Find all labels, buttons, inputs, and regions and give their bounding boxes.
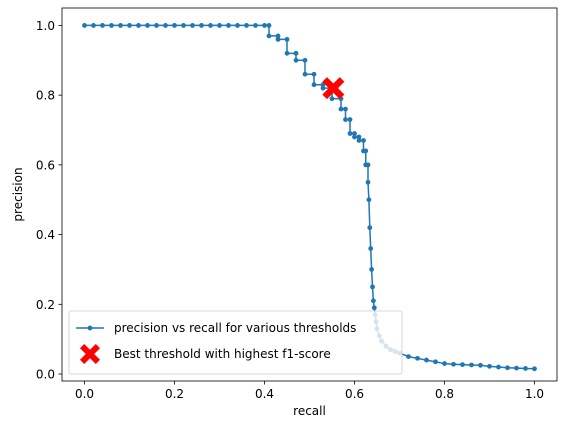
series-point — [118, 23, 123, 28]
series-point — [347, 117, 353, 122]
series-point — [433, 359, 438, 365]
series-point — [181, 23, 186, 28]
x-tick-label: 0.6 — [345, 387, 364, 401]
series-point — [199, 23, 204, 28]
series-point — [442, 361, 447, 366]
series-point — [275, 36, 281, 42]
series-point — [226, 23, 231, 28]
x-axis-ticks: 0.0 0.2 0.4 0.6 0.8 1.0 — [75, 381, 544, 401]
series-point — [217, 23, 222, 28]
series-point — [311, 82, 317, 88]
series-point — [154, 23, 159, 28]
legend-x-marker-swatch — [80, 344, 100, 364]
series-point — [293, 57, 299, 63]
series-point — [356, 138, 362, 143]
series-point — [100, 23, 105, 28]
series-point — [369, 267, 374, 272]
series-point — [505, 365, 510, 371]
series-point — [361, 138, 366, 143]
series-point — [266, 23, 272, 28]
series-point — [366, 197, 372, 203]
series-point — [109, 23, 114, 28]
series-point — [136, 23, 141, 28]
series-point — [82, 23, 87, 28]
y-tick-label: 0.6 — [36, 158, 55, 172]
series-point — [293, 50, 299, 56]
series-point — [451, 361, 456, 367]
y-tick-label: 1.0 — [36, 19, 55, 33]
series-point — [460, 362, 465, 368]
y-tick-label: 0.2 — [36, 298, 55, 312]
y-axis-ticks: 0.0 0.2 0.4 0.6 0.8 1.0 — [36, 19, 62, 382]
series-point — [302, 57, 308, 63]
series-point — [365, 162, 371, 168]
series-point — [302, 71, 308, 77]
series-point — [478, 362, 483, 368]
series-point — [523, 366, 528, 371]
series-point — [424, 357, 429, 363]
legend: precision vs recall for various threshol… — [68, 310, 403, 375]
axes-frame — [61, 7, 558, 382]
series-point — [370, 284, 375, 290]
y-tick-label: 0.0 — [36, 368, 55, 382]
x-tick-label: 0.4 — [255, 387, 274, 401]
series-point — [367, 225, 373, 231]
series-point — [371, 298, 376, 304]
series-point — [329, 96, 335, 102]
series-point — [487, 363, 492, 369]
legend-box — [68, 310, 403, 375]
series-point — [352, 134, 357, 140]
series-point — [343, 117, 348, 122]
series-point — [406, 354, 411, 359]
series-point — [284, 36, 290, 42]
series-point — [469, 362, 474, 368]
series-point — [208, 23, 213, 28]
series-point — [266, 33, 272, 39]
series-point — [415, 355, 420, 361]
series-point — [356, 134, 362, 140]
plot-area — [82, 23, 537, 372]
series-point — [496, 364, 501, 370]
series-point — [532, 366, 537, 372]
series-point — [365, 179, 371, 185]
series-point — [163, 23, 168, 28]
series-point — [368, 246, 374, 251]
legend-entry-best: Best threshold with highest f1-score — [114, 347, 331, 361]
y-tick-label: 0.4 — [36, 228, 55, 242]
x-tick-label: 0.2 — [165, 387, 184, 401]
series-point — [338, 106, 344, 112]
series-point — [172, 23, 177, 28]
best-threshold-marker — [322, 77, 345, 100]
series-point — [262, 23, 267, 28]
series-point — [253, 23, 258, 28]
legend-dot-swatch — [87, 325, 93, 331]
y-axis-label: precision — [11, 167, 25, 221]
series-point — [347, 131, 353, 136]
x-tick-label: 1.0 — [525, 387, 544, 401]
series-point — [514, 365, 519, 371]
series-point — [145, 23, 150, 28]
series-point — [244, 23, 249, 28]
series-point — [311, 71, 317, 77]
series-point — [235, 23, 240, 28]
x-tick-label: 0.8 — [435, 387, 454, 401]
series-point — [363, 148, 369, 154]
series-point — [343, 106, 348, 112]
y-tick-label: 0.8 — [36, 89, 55, 103]
series-point — [284, 50, 290, 56]
series-point — [190, 23, 195, 28]
x-tick-label: 0.0 — [75, 387, 94, 401]
series-point — [127, 23, 132, 28]
series-point — [352, 131, 357, 136]
series-point — [320, 85, 326, 91]
legend-entry-series: precision vs recall for various threshol… — [114, 321, 356, 335]
x-axis-label: recall — [293, 404, 326, 418]
series-point — [275, 33, 281, 39]
series-point — [91, 23, 96, 28]
series-point — [371, 305, 377, 311]
